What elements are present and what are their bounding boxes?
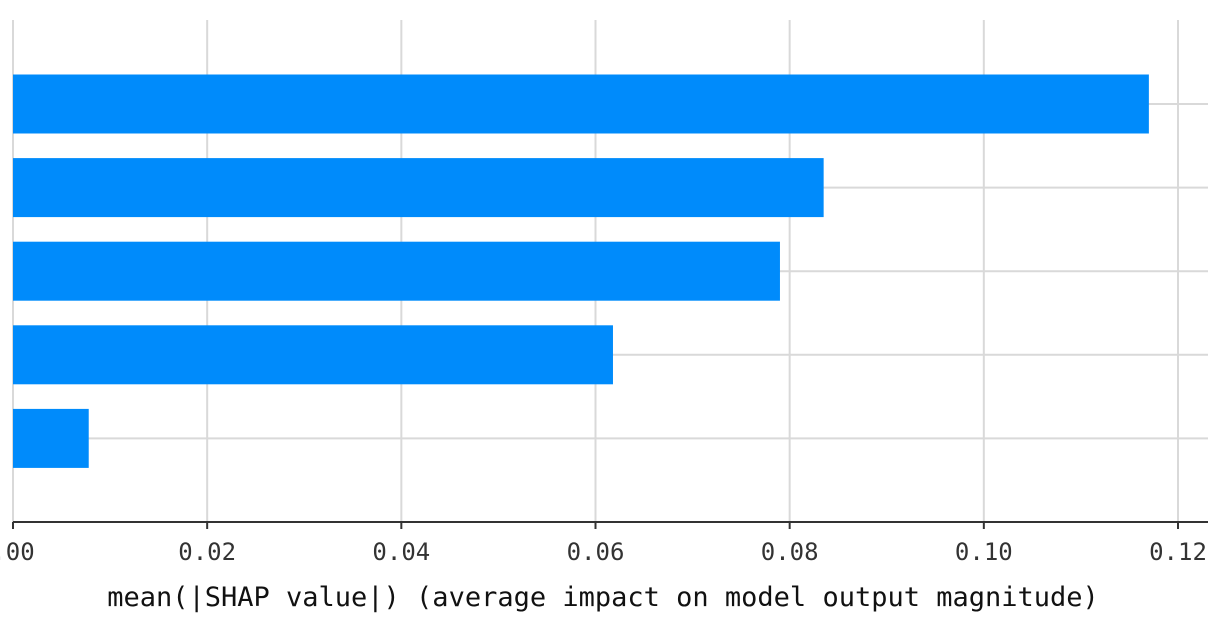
bars-layer xyxy=(13,74,1149,468)
x-tick-label: .00 xyxy=(0,538,35,566)
x-tick-label: 0.04 xyxy=(372,538,430,566)
x-tick-label: 0.06 xyxy=(567,538,625,566)
x-tick-label: 0.02 xyxy=(178,538,236,566)
tick-label-layer: .00 0.02 0.04 0.06 0.08 0.10 0.12 xyxy=(0,538,1207,566)
bar xyxy=(13,158,824,218)
axis-layer xyxy=(12,521,1208,529)
bar xyxy=(13,74,1149,134)
x-tick-label: 0.08 xyxy=(761,538,819,566)
bar xyxy=(13,325,613,385)
bar xyxy=(13,408,89,468)
x-axis-title: mean(|SHAP value|) (average impact on mo… xyxy=(107,582,1099,613)
x-tick-label: 0.12 xyxy=(1149,538,1207,566)
x-tick-label: 0.10 xyxy=(955,538,1013,566)
bar xyxy=(13,241,780,301)
